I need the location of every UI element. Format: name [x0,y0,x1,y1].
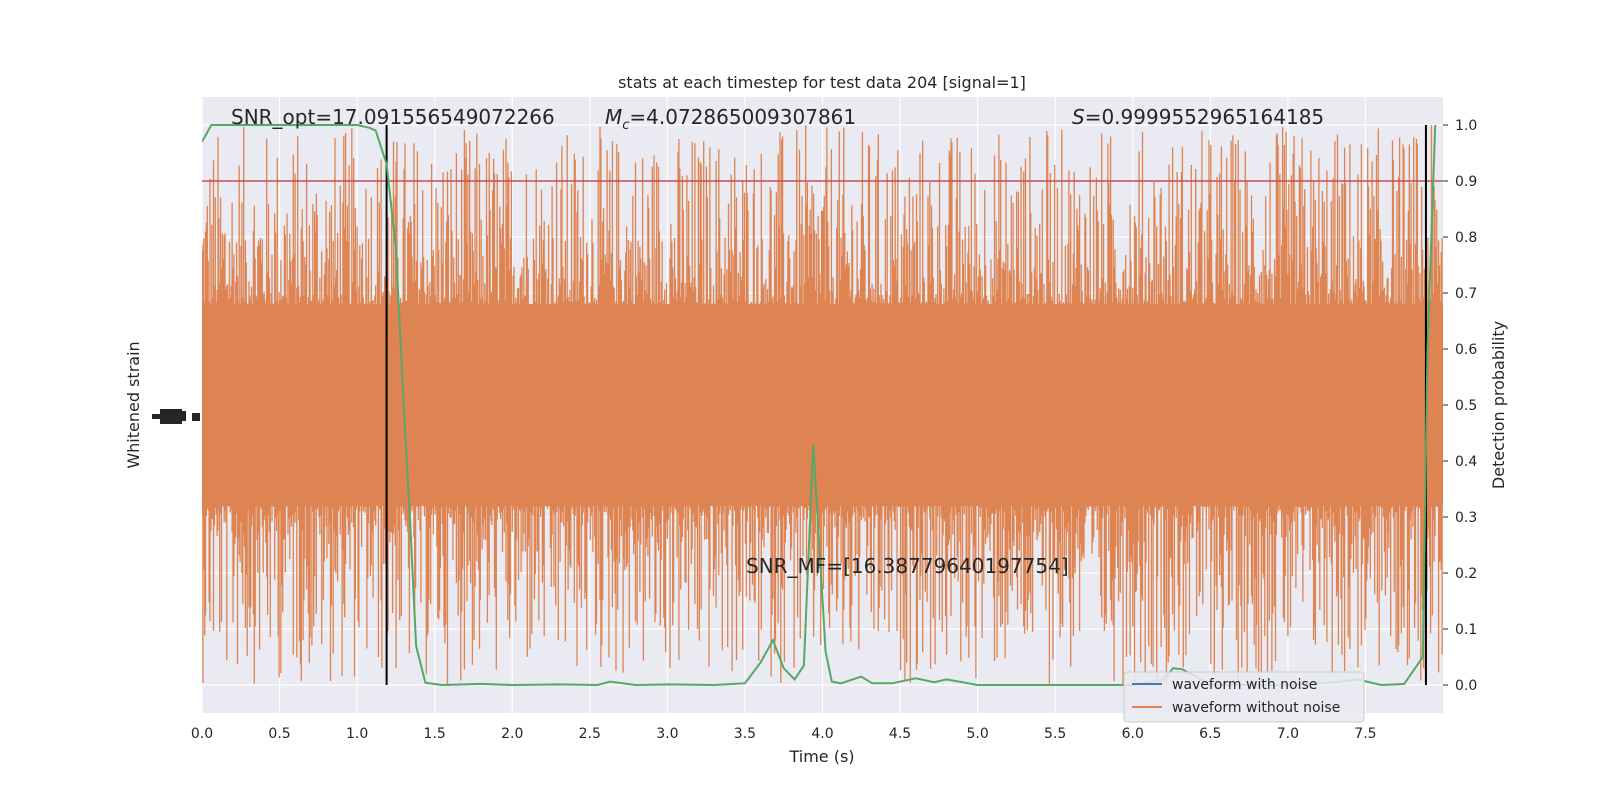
chirp-mass-annotation: Mc=4.072865009307861 [605,105,856,133]
legend: waveform with noise waveform without noi… [1123,671,1365,723]
x-tick-label: 1.0 [346,726,368,742]
x-tick-label: 2.5 [579,726,601,742]
chirp-mass-symbol: M [605,105,622,129]
x-tick-label: 0.0 [191,726,213,742]
y-tick-label: 1.0 [1455,118,1477,134]
legend-label-without-noise: waveform without noise [1172,700,1340,716]
y-tick-label: 0.6 [1455,342,1477,358]
x-tick-label: 3.5 [734,726,756,742]
significance-annotation: S=0.9999552965164185 [1072,105,1324,129]
y-tick-label: 0.5 [1455,398,1477,414]
x-tick-label: 7.5 [1354,726,1376,742]
y-tick-label: 0.7 [1455,286,1477,302]
y-tick-label: 0.2 [1455,566,1477,582]
snr-opt-annotation: SNR_opt=17.091556549072266 [231,105,555,129]
x-tick-label: 6.5 [1199,726,1221,742]
left-y-axis-ticks [152,409,200,424]
chart-title: stats at each timestep for test data 204… [618,73,1026,92]
x-tick-label: 0.5 [268,726,290,742]
x-axis-ticks: 0.0 0.5 1.0 1.5 2.0 2.5 3.0 3.5 4.0 4.5 5.0 5.5 6.0 6… [191,726,1377,742]
x-tick-label: 2.0 [501,726,523,742]
x-tick-label: 1.5 [424,726,446,742]
snr-mf-annotation: SNR_MF=[16.38779640197754] [746,554,1069,578]
y-tick-label: 0.0 [1455,678,1477,694]
strain-spikes [202,125,1443,685]
x-tick-label: 7.0 [1277,726,1299,742]
x-tick-label: 4.0 [811,726,833,742]
x-axis-label: Time (s) [788,747,854,766]
waveform-without-noise-series [202,125,1443,685]
chirp-mass-value: =4.072865009307861 [629,105,856,129]
left-y-axis-label: Whitened strain [124,341,143,468]
legend-label-with-noise: waveform with noise [1172,677,1317,693]
significance-value: =0.9999552965164185 [1085,105,1324,129]
right-y-axis-ticks: 0.0 0.1 0.2 0.3 0.4 0.5 0.6 0.7 0.8 0.9 1.0 [1443,118,1477,694]
chirp-mass-subscript: c [622,118,629,133]
significance-symbol: S [1072,105,1085,129]
x-tick-label: 3.0 [656,726,678,742]
y-tick-label: 0.1 [1455,622,1477,638]
y-tick-label: 0.9 [1455,174,1477,190]
x-tick-label: 5.5 [1044,726,1066,742]
y-tick-label: 0.8 [1455,230,1477,246]
x-tick-label: 4.5 [889,726,911,742]
y-tick-label: 0.4 [1455,454,1477,470]
right-y-axis-label: Detection probability [1489,321,1508,489]
x-tick-label: 5.0 [966,726,988,742]
y-tick-label: 0.3 [1455,510,1477,526]
x-tick-label: 6.0 [1122,726,1144,742]
legend-box [1123,671,1365,723]
